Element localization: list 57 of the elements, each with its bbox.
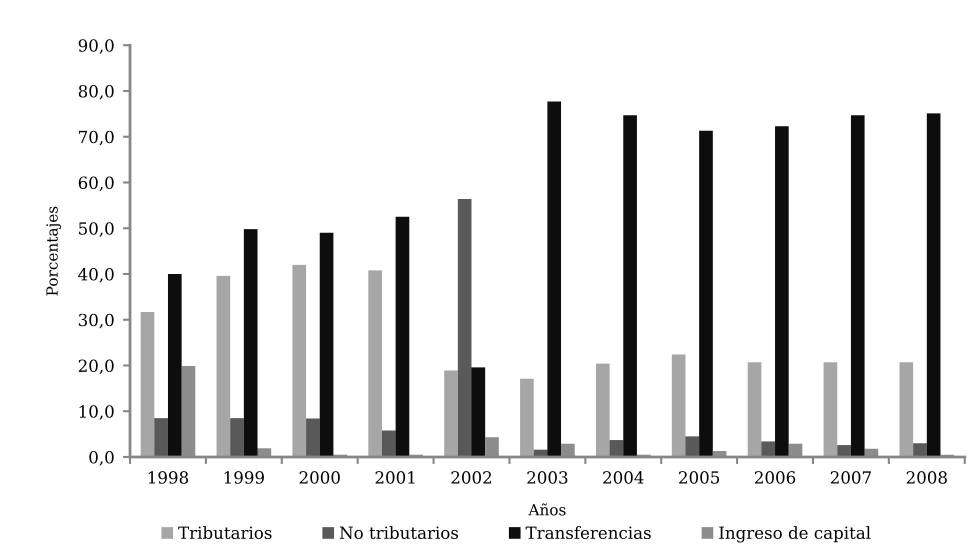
y-tick-label: 20,0 (78, 359, 114, 374)
bar (926, 113, 940, 457)
bar (320, 232, 334, 457)
bar (140, 312, 154, 457)
x-tick-label: 2000 (300, 471, 340, 484)
bar (382, 430, 396, 457)
y-tick-label: 10,0 (80, 405, 114, 420)
bar (306, 418, 320, 457)
bar (154, 418, 168, 457)
bar (824, 362, 838, 457)
bar (913, 443, 927, 457)
x-tick-label: 2007 (830, 471, 871, 484)
bar (168, 274, 182, 457)
bar (775, 126, 789, 457)
y-tick-label: 30,0 (78, 314, 114, 328)
y-tick-label: 40,0 (78, 268, 114, 283)
x-tick-label: 2001 (376, 471, 414, 484)
bar (292, 264, 306, 457)
x-tick-label: 1999 (224, 471, 264, 484)
x-tick-label: 1998 (148, 471, 188, 484)
x-tick-label: 2006 (754, 471, 796, 484)
y-tick-label: 0,0 (89, 450, 114, 466)
bar (472, 367, 486, 457)
x-tick-label: 2005 (679, 471, 720, 484)
x-tick-label: 2002 (451, 471, 492, 484)
x-tick-label: 2003 (527, 471, 568, 484)
bar (610, 440, 624, 457)
legend-label: No tributarios (340, 526, 458, 540)
bar (230, 418, 244, 457)
bar (444, 370, 458, 457)
bar (520, 378, 534, 457)
x-axis-title: Años (528, 503, 566, 516)
bar (216, 276, 230, 457)
bar (685, 436, 700, 457)
x-tick-label: 2008 (906, 471, 947, 484)
x-tick-label: 2004 (603, 471, 644, 484)
y-tick-label: 80,0 (78, 84, 114, 100)
bar (623, 115, 637, 457)
y-tick-label: 50,0 (79, 222, 114, 237)
bar (899, 362, 914, 457)
bar (244, 229, 258, 457)
bar (396, 216, 410, 457)
y-tick-label: 90,0 (78, 39, 114, 54)
bar (672, 354, 686, 457)
y-axis-title: Porcentajes (46, 206, 61, 296)
bar (368, 270, 382, 457)
bar (748, 362, 762, 457)
legend-label: Transferencias (526, 526, 651, 540)
bar (699, 130, 713, 457)
bar (596, 364, 610, 457)
legend-label: Tributarios (178, 526, 272, 540)
legend-label: Ingreso de capital (719, 526, 871, 542)
y-tick-label: 70,0 (79, 130, 114, 146)
bar (458, 198, 472, 457)
bar (547, 102, 562, 457)
y-tick-label: 60,0 (78, 176, 114, 192)
bar (850, 115, 865, 457)
